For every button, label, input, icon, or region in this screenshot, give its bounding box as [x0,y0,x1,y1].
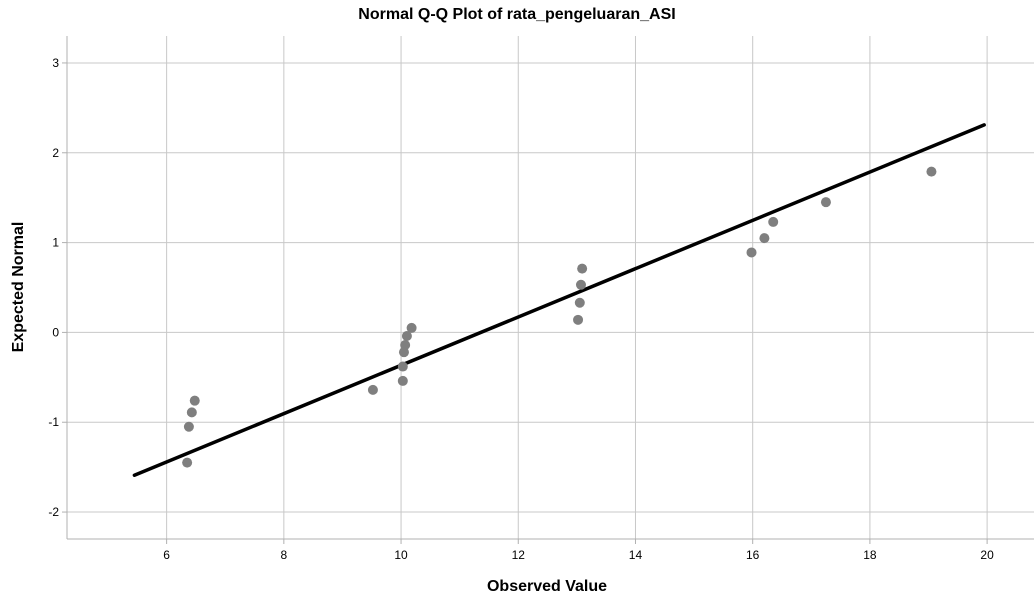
y-tick-label: 1 [52,236,59,250]
data-point [183,421,194,432]
data-point [182,457,193,468]
x-tick-label: 8 [280,548,287,562]
data-point [768,216,779,227]
data-point [746,247,757,258]
data-point [926,166,937,177]
data-point [820,197,831,208]
data-point [367,384,378,395]
data-point [397,375,408,386]
data-point [400,339,411,350]
y-tick-label: -2 [48,505,59,519]
y-tick-label: 0 [52,325,59,339]
reference-line-layer [132,123,986,477]
grid-layer [67,36,1034,539]
x-tick-label: 6 [163,548,170,562]
data-point [573,314,584,325]
y-tick-label: 3 [52,56,59,70]
x-tick-label: 10 [394,548,408,562]
data-point [397,361,408,372]
x-tick-label: 20 [980,548,994,562]
data-point [574,297,585,308]
x-tick-label: 18 [863,548,877,562]
x-tick-label: 12 [512,548,526,562]
x-tick-label: 14 [629,548,643,562]
x-axis-label: Observed Value [486,578,608,595]
axis-layer [66,36,1034,540]
x-tick-label: 16 [746,548,760,562]
reference-line [132,123,986,477]
data-point [401,331,412,342]
data-point [406,322,417,333]
data-point [189,395,200,406]
data-point [577,263,588,274]
data-point [575,279,586,290]
point-layer [182,166,937,468]
y-tick-label: 2 [52,146,59,160]
data-point [759,233,770,244]
chart-title: Normal Q-Q Plot of rata_pengeluaran_ASI [358,6,676,23]
y-tick-label: -1 [48,415,59,429]
data-point [186,407,197,418]
